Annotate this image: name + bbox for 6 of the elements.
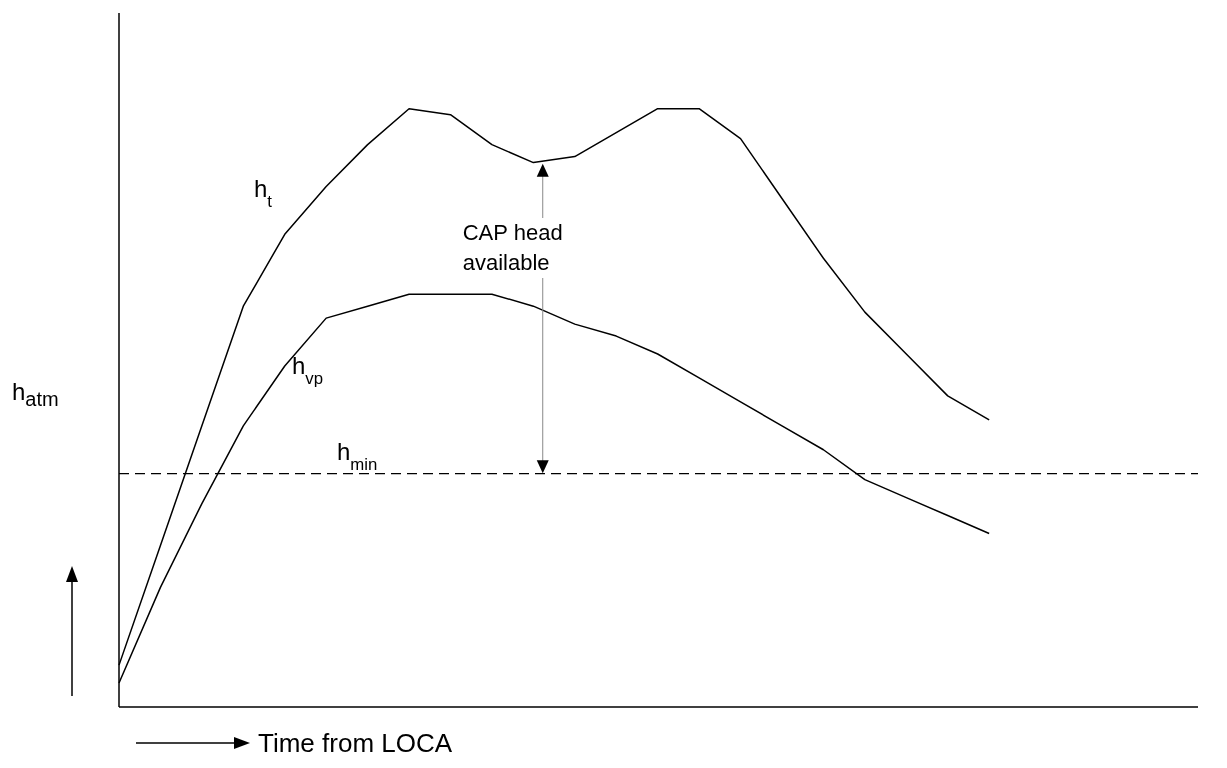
annotation: CAP head available (462, 218, 623, 278)
series-label: h$_{t}$ (253, 174, 273, 211)
series-label: h$_{vp}$ (291, 352, 323, 388)
ref-line-label: h$_{min}$ (336, 438, 378, 474)
y-axis-title: h$_{atm}$ (12, 378, 59, 411)
x-axis-title: Time from LOCA (258, 728, 453, 759)
